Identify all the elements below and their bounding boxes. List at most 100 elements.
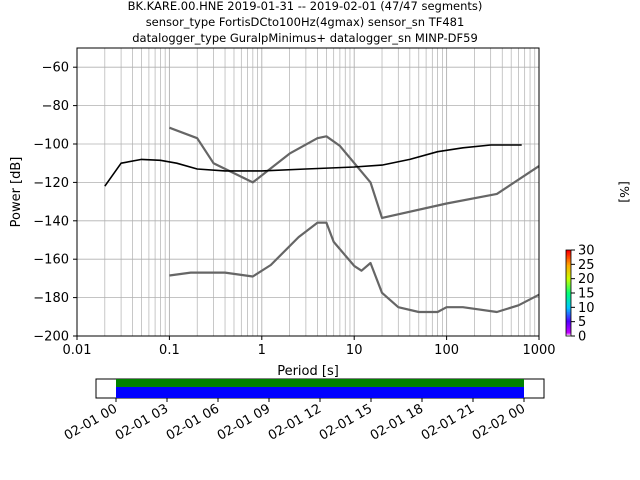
colorbar-segment — [566, 328, 571, 331]
coverage-bar-green — [116, 379, 524, 387]
colorbar-segment — [566, 298, 571, 301]
colorbar-segment — [566, 313, 571, 315]
x-tick-label: 0.1 — [159, 343, 180, 358]
colorbar-segment — [566, 320, 571, 323]
timeline-tick-label: 02-01 21 — [419, 401, 477, 443]
colorbar-segment — [566, 250, 571, 252]
colorbar-segment — [566, 278, 571, 281]
x-tick-label: 100 — [434, 343, 459, 358]
x-tick-label: 10 — [346, 343, 363, 358]
y-tick-label: −80 — [42, 99, 69, 114]
x-axis: 0.01 0.1 1 10 100 1000 — [63, 336, 556, 358]
timeline-tick-label: 02-02 00 — [470, 401, 528, 443]
colorbar-segment — [566, 300, 571, 302]
colorbar-tick-label: 5 — [578, 315, 586, 330]
y-axis-label: Power [dB] — [9, 157, 24, 228]
colorbar-segment — [566, 305, 571, 308]
mode-line — [104, 144, 522, 187]
model-curves — [104, 126, 540, 314]
colorbar-segment — [566, 307, 571, 310]
colorbar-segment — [566, 314, 571, 317]
colorbar-segment — [566, 330, 571, 333]
colorbar-tick-label: 20 — [578, 272, 595, 287]
y-tick-label: −60 — [42, 61, 69, 76]
colorbar-segment — [566, 257, 571, 259]
colorbar-segment — [566, 262, 571, 265]
colorbar-segment — [566, 267, 571, 270]
coverage-bar-blue — [116, 386, 524, 398]
colorbar-segment — [566, 290, 571, 292]
colorbar-segment — [566, 280, 571, 282]
colorbar-segment — [566, 334, 571, 337]
colorbar-segment — [566, 252, 571, 255]
low-noise-model-line — [169, 221, 540, 314]
colorbar-segment — [566, 323, 571, 325]
plot-frame — [76, 47, 540, 337]
title-line: BK.KARE.00.HNE 2019-01-31 -- 2019-02-01 … — [128, 0, 483, 13]
colorbar-segment — [566, 291, 571, 294]
y-tick-label: −100 — [33, 138, 69, 153]
colorbar-segment — [566, 260, 571, 262]
colorbar-segment — [566, 318, 571, 321]
colorbar-tick-label: 25 — [578, 258, 595, 273]
colorbar-segment — [566, 294, 571, 297]
colorbar-segment — [566, 297, 571, 300]
y-tick-label: −140 — [33, 214, 69, 229]
colorbar-segment — [566, 287, 571, 290]
colorbar-segment — [566, 281, 571, 284]
colorbar-segment — [566, 254, 571, 257]
timeline-tick-label: 02-01 06 — [164, 401, 222, 443]
chart-title: BK.KARE.00.HNE 2019-01-31 -- 2019-02-01 … — [128, 0, 483, 45]
y-axis: −200 −180 −160 −140 −120 −100 −80 −60 — [33, 61, 77, 345]
colorbar-segment — [566, 311, 571, 314]
y-tick-label: −120 — [33, 176, 69, 191]
colorbar-segment — [566, 325, 571, 328]
colorbar-segment — [566, 285, 571, 288]
title-line: datalogger_type GuralpMinimus+ datalogge… — [132, 31, 478, 45]
colorbar-tick-label: 0 — [578, 330, 586, 345]
colorbar-segment — [566, 293, 571, 295]
colorbar-segment — [566, 251, 571, 254]
colorbar-segment — [566, 327, 571, 330]
colorbar-tick-label: 30 — [578, 244, 595, 259]
colorbar-segment — [566, 284, 571, 287]
title-line: sensor_type FortisDCto100Hz(4gmax) senso… — [146, 15, 465, 29]
x-tick-label: 1 — [258, 343, 266, 358]
y-tick-label: −200 — [33, 330, 69, 345]
colorbar-segment — [566, 271, 571, 274]
colorbar-segment — [566, 255, 571, 258]
colorbar-segment — [566, 258, 571, 261]
colorbar-tick-label: 10 — [578, 301, 595, 316]
timeline-tick-label: 02-01 00 — [62, 401, 120, 443]
high-noise-model-line — [169, 126, 540, 219]
timeline-tick-label: 02-01 03 — [113, 401, 171, 443]
colorbar-segment — [566, 321, 571, 324]
colorbar-segment — [566, 277, 571, 280]
colorbar-segment — [566, 270, 571, 272]
colorbar-segment — [566, 303, 571, 305]
colorbar-segment — [566, 301, 571, 304]
colorbar-segment — [566, 268, 571, 271]
colorbar-segment — [566, 264, 571, 267]
timeline-tick-label: 02-01 09 — [215, 401, 273, 443]
colorbar-segment — [566, 272, 571, 275]
x-tick-label: 0.01 — [63, 343, 92, 358]
colorbar-segment — [566, 282, 571, 285]
timeline-tick-label: 02-01 15 — [317, 401, 375, 443]
colorbar-segment — [566, 310, 571, 313]
colorbar-segment — [566, 331, 571, 334]
timeline-tick-label: 02-01 12 — [266, 401, 324, 443]
colorbar-tick-label: 15 — [578, 287, 595, 302]
colorbar-segment — [566, 295, 571, 298]
colorbar-label: [%] — [617, 181, 632, 203]
x-axis-label: Period [s] — [277, 364, 339, 379]
colorbar-segment — [566, 261, 571, 264]
plot-area — [77, 48, 539, 336]
colorbar-segment — [566, 308, 571, 311]
y-tick-label: −160 — [33, 253, 69, 268]
y-tick-label: −180 — [33, 291, 69, 306]
colorbar-segment — [566, 324, 571, 327]
